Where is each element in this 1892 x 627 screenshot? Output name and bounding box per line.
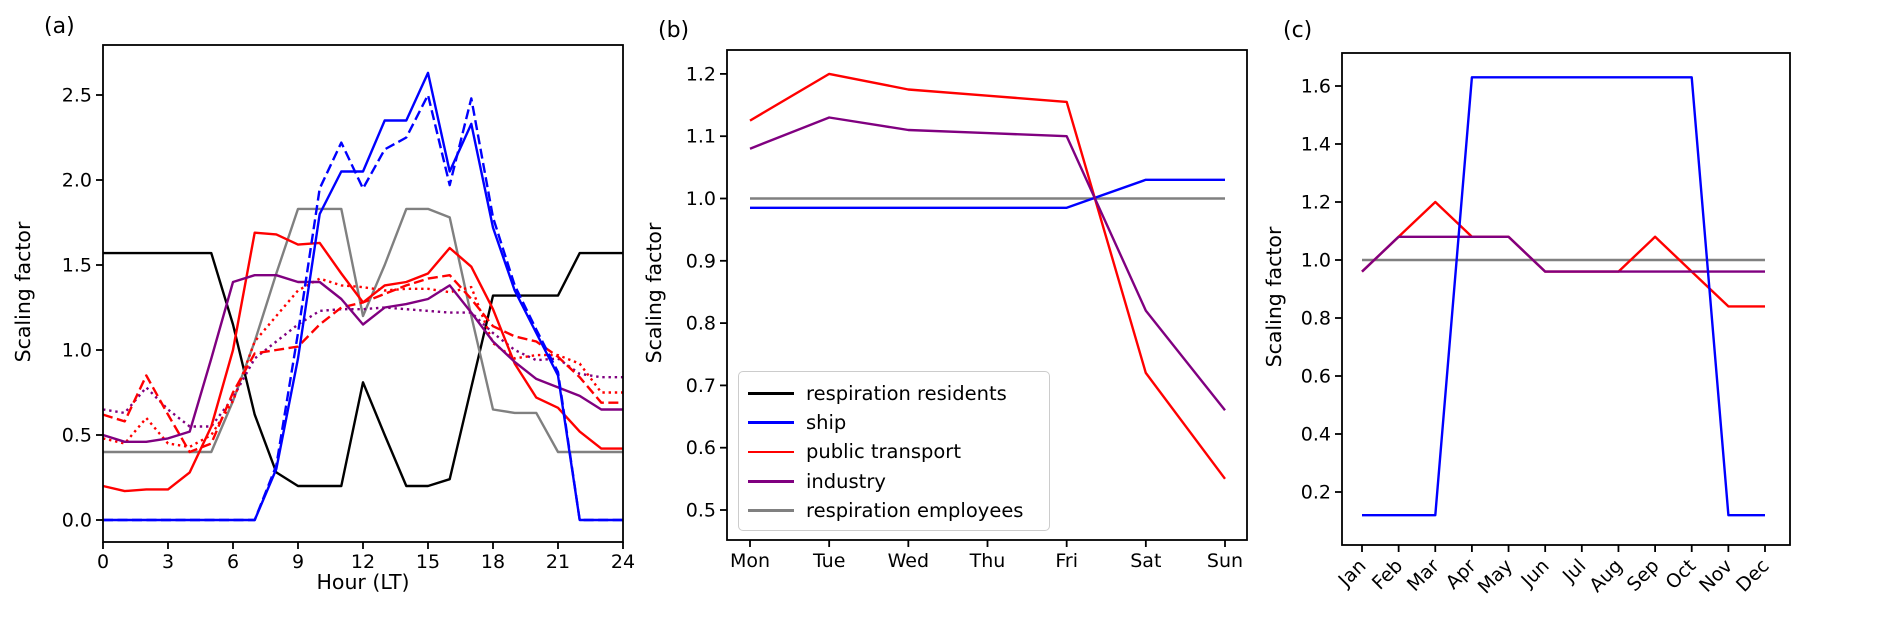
x-tick-label: May <box>1474 555 1517 598</box>
legend-row: public transport <box>739 437 1049 466</box>
y-tick-label: 1.1 <box>686 126 716 148</box>
legend-row: respiration residents <box>739 379 1049 408</box>
y-tick-label: 1.2 <box>686 63 716 85</box>
x-tick-label: Wed <box>888 550 929 572</box>
panel-a-letter: (a) <box>44 14 75 39</box>
legend-line-public-transport <box>748 450 794 454</box>
x-tick-label: 3 <box>162 551 174 573</box>
series-a-respiration-employees <box>103 207 623 454</box>
y-tick-label: 0.9 <box>686 250 716 272</box>
x-tick-label: 21 <box>546 551 570 573</box>
x-tick-label: Jan <box>1334 555 1371 592</box>
legend-label: respiration residents <box>806 382 1007 406</box>
series-c-industry <box>1361 235 1765 273</box>
y-tick-label: 0.5 <box>686 500 716 522</box>
y-tick-label: 1.5 <box>62 255 92 277</box>
legend-line-industry <box>748 479 794 483</box>
x-tick-label: Mar <box>1403 555 1444 596</box>
series-c-ship <box>1362 76 1765 517</box>
x-tick-label: Tue <box>812 550 845 572</box>
series-a-industry <box>102 274 623 443</box>
y-tick-label: 2.0 <box>62 170 92 192</box>
series-b-industry <box>749 116 1226 412</box>
x-tick-label: 0 <box>97 551 109 573</box>
x-tick-label: 12 <box>351 551 375 573</box>
axes-spines <box>1341 52 1791 546</box>
x-tick-label: Apr <box>1442 555 1481 594</box>
x-tick-label: 18 <box>481 551 505 573</box>
panel-c-letter: (c) <box>1283 18 1313 43</box>
series-a-industry-dotted <box>102 306 623 428</box>
x-tick-label: Aug <box>1585 555 1627 597</box>
x-tick-label: Sat <box>1130 550 1161 572</box>
x-tick-label: Mon <box>730 550 770 572</box>
x-tick-label: 24 <box>611 551 635 573</box>
series-b-ship <box>750 178 1225 209</box>
legend-line-ship <box>748 421 794 425</box>
legend-line-respiration-employees <box>748 509 794 512</box>
y-tick-label: 0.8 <box>1301 308 1331 330</box>
legend-label: public transport <box>806 440 961 464</box>
panel-c-ylabel: Scaling factor <box>1262 226 1286 368</box>
x-tick-label: Fri <box>1055 550 1078 572</box>
y-tick-label: 0.2 <box>1301 482 1331 504</box>
series-a-ship <box>103 71 623 522</box>
x-tick-label: Feb <box>1368 555 1407 594</box>
y-tick-label: 0.5 <box>62 425 92 447</box>
legend-row: ship <box>739 408 1049 437</box>
series-b-public-transport <box>749 72 1226 480</box>
y-tick-label: 0.8 <box>686 313 716 335</box>
x-tick-label: Thu <box>969 550 1006 572</box>
x-tick-label: Sep <box>1623 555 1664 596</box>
x-tick-label: Nov <box>1695 555 1737 597</box>
x-tick-label: Jun <box>1516 555 1553 592</box>
series-a-ship-dashed <box>103 93 623 522</box>
legend-line-respiration-residents <box>748 392 794 395</box>
legend-label: ship <box>806 411 847 435</box>
x-tick-label: Oct <box>1661 555 1700 594</box>
x-tick-label: 9 <box>292 551 304 573</box>
x-tick-label: Sun <box>1207 550 1243 572</box>
y-tick-label: 0.6 <box>1301 366 1331 388</box>
axes-spines <box>726 49 1248 541</box>
y-tick-label: 1.0 <box>1301 250 1331 272</box>
panel-b-letter: (b) <box>658 18 690 43</box>
legend-label: respiration employees <box>806 498 1024 522</box>
x-tick-label: 6 <box>227 551 239 573</box>
legend-row: respiration employees <box>739 496 1049 525</box>
y-tick-label: 0.7 <box>686 375 716 397</box>
panel-b-plot: 0.5 0.6 0.7 0.8 0.9 1.0 1.1 1.2 Mon Tue Wed Thu Fri S… <box>686 49 1248 572</box>
axes-spines <box>102 44 624 543</box>
y-tick-label: 0.6 <box>686 437 716 459</box>
legend-box: respiration residents ship public transp… <box>738 371 1050 531</box>
y-tick-label: 0.0 <box>62 510 92 532</box>
panel-b-ylabel: Scaling factor <box>642 222 666 364</box>
y-tick-label: 2.5 <box>62 85 92 107</box>
panel-a-xlabel: Hour (LT) <box>316 570 410 594</box>
y-tick-label: 1.2 <box>1301 192 1331 214</box>
x-tick-label: Dec <box>1732 555 1774 597</box>
series-a-public-transport <box>102 231 623 493</box>
y-tick-label: 0.4 <box>1301 424 1331 446</box>
panel-a-ylabel: Scaling factor <box>11 221 35 363</box>
series-a-public-transport-dotted <box>102 277 623 449</box>
legend-row: industry <box>739 467 1049 496</box>
series-a-respiration-residents <box>103 251 623 488</box>
panel-a-plot: 0.0 0.5 1.0 1.5 2.0 2.5 0 3 6 9 12 15 18 21 24 <box>62 44 635 573</box>
legend-label: industry <box>806 469 886 493</box>
y-tick-label: 1.0 <box>62 340 92 362</box>
y-tick-label: 1.6 <box>1301 76 1331 98</box>
x-tick-label: 15 <box>416 551 440 573</box>
y-tick-label: 1.4 <box>1301 134 1331 156</box>
y-tick-label: 1.0 <box>686 188 716 210</box>
